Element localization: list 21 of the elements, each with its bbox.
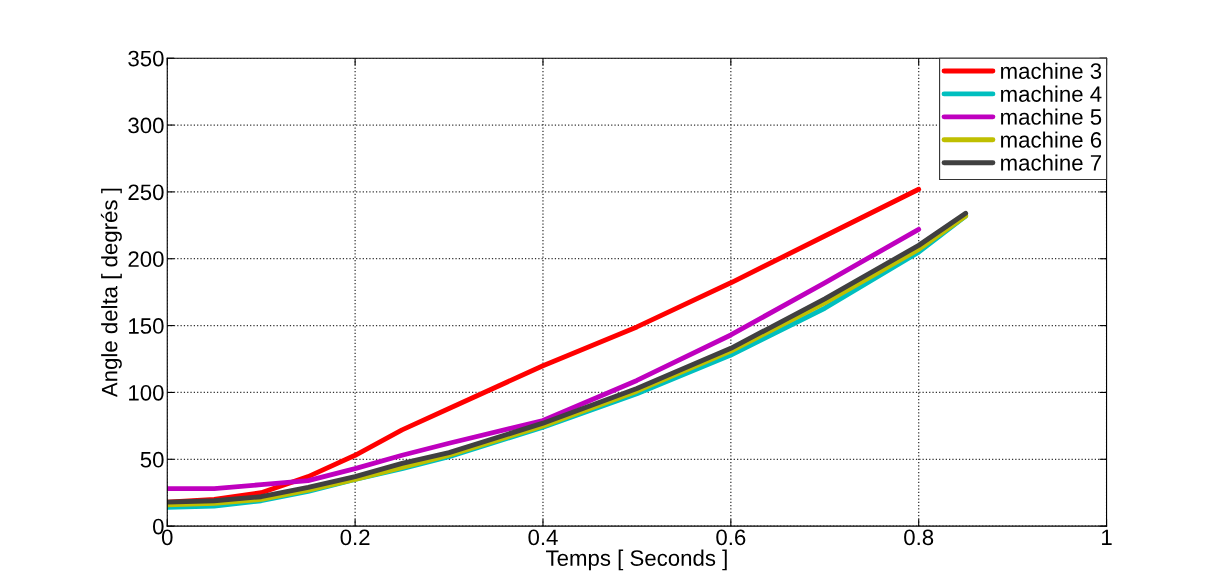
y-tick-label: 50 [140, 451, 164, 468]
x-tick-label: 0.4 [528, 529, 558, 546]
y-tick-label: 200 [128, 251, 164, 268]
y-tick-label: 300 [128, 117, 164, 134]
legend-label: machine 3 [1001, 62, 1102, 79]
x-tick-label: 0.6 [716, 529, 746, 546]
y-tick-label: 250 [128, 184, 164, 201]
x-tick-label: 0.8 [904, 529, 934, 546]
y-tick-label: 150 [129, 318, 164, 334]
legend-label: machine 4 [1001, 85, 1102, 102]
y-tick-label: 100 [129, 384, 164, 401]
legend-label: machine 5 [1001, 108, 1102, 125]
x-axis-title: Temps [ Seconds ] [546, 549, 727, 571]
legend-label: machine 7 [1001, 154, 1101, 171]
line-series [167, 226, 922, 492]
legend-label: machine 6 [1001, 131, 1102, 148]
x-tick-label: 0.2 [340, 529, 370, 546]
x-tick-label: 1 [1102, 529, 1112, 546]
y-tick-label: 0 [152, 518, 164, 535]
y-axis-title: Angle delta [ degrés ] [100, 188, 122, 398]
y-tick-label: 350 [128, 50, 164, 67]
